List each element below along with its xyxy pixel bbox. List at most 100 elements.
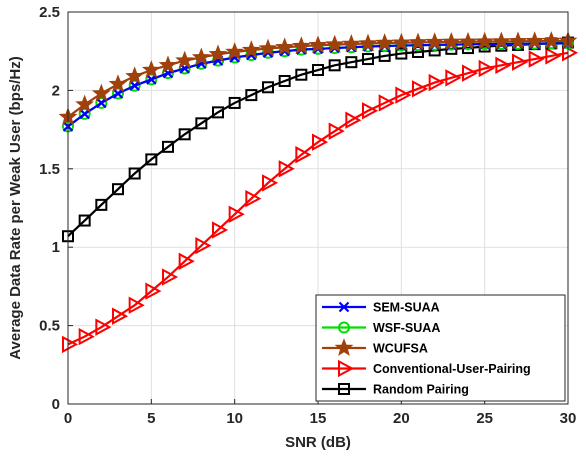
y-tick-label: 0 — [52, 396, 60, 413]
data-point — [95, 198, 108, 211]
x-tick-label: 5 — [147, 410, 155, 427]
data-point — [141, 60, 161, 79]
data-point — [545, 47, 562, 65]
data-point — [112, 183, 124, 196]
data-point — [358, 33, 378, 52]
data-point — [362, 53, 374, 66]
data-point — [78, 327, 95, 346]
data-point — [328, 122, 345, 140]
data-point — [78, 214, 91, 227]
data-point — [79, 108, 90, 120]
legend-item: WCUFSA — [322, 338, 428, 357]
data-point — [178, 252, 195, 270]
data-point — [145, 73, 158, 86]
legend-marker — [338, 383, 350, 395]
data-point — [475, 31, 495, 50]
y-tick-label: 2.5 — [39, 4, 60, 21]
data-point — [458, 31, 478, 50]
data-point — [75, 94, 95, 113]
data-point — [345, 56, 358, 69]
legend-label: SEM-SUAA — [373, 301, 440, 315]
data-point — [295, 68, 308, 81]
data-point — [395, 86, 412, 104]
data-point — [228, 96, 241, 109]
x-tick-label: 0 — [64, 410, 72, 427]
data-point — [212, 221, 229, 239]
data-point — [508, 31, 528, 50]
data-point — [195, 236, 212, 255]
x-tick-label: 30 — [560, 410, 577, 427]
data-point — [525, 31, 545, 50]
data-point — [145, 153, 158, 166]
data-point — [262, 81, 274, 94]
data-point — [145, 282, 162, 300]
data-point — [112, 87, 124, 100]
series-layer — [58, 30, 579, 354]
legend-marker — [338, 301, 350, 313]
legend-item: Conventional-User-Pairing — [322, 359, 531, 378]
x-axis-label: SNR (dB) — [285, 434, 351, 451]
legend-label: Conventional-User-Pairing — [373, 362, 531, 376]
legend-label: WSF-SUAA — [373, 321, 440, 335]
data-point — [91, 83, 111, 102]
data-point — [112, 307, 129, 325]
data-point — [441, 32, 461, 50]
axis-ticks: 0 5 10 15 20 25 30 0 0.5 1 1.5 2 2.5 — [39, 4, 576, 427]
data-point — [312, 64, 324, 77]
data-point — [128, 79, 141, 92]
data-point — [312, 133, 329, 151]
data-point — [191, 47, 211, 66]
data-point — [228, 205, 245, 223]
data-point — [212, 106, 224, 119]
data-point — [562, 44, 579, 62]
series-line — [67, 51, 569, 346]
data-point — [362, 102, 379, 120]
data-point — [528, 50, 545, 68]
series-conventional-user-pairing — [62, 44, 579, 354]
x-tick-label: 15 — [310, 410, 327, 427]
data-point — [178, 128, 191, 141]
data-point — [225, 42, 245, 61]
legend-marker — [338, 321, 350, 334]
data-point — [262, 174, 279, 192]
data-point — [375, 33, 395, 52]
data-point — [78, 107, 91, 120]
data-point — [195, 117, 208, 130]
data-point — [241, 40, 261, 59]
data-point — [245, 189, 262, 208]
data-point — [308, 35, 328, 54]
legend-item: WSF-SUAA — [322, 321, 440, 335]
data-point — [328, 59, 341, 72]
legend-item: Random Pairing — [322, 383, 469, 397]
data-point — [175, 50, 195, 69]
data-point — [95, 96, 108, 109]
data-point — [378, 94, 395, 112]
data-point — [391, 32, 411, 51]
data-point — [95, 318, 112, 336]
data-point — [512, 53, 529, 71]
legend-label: Random Pairing — [373, 383, 469, 397]
data-point — [412, 80, 429, 98]
data-point — [245, 89, 258, 102]
data-point — [541, 31, 561, 50]
data-point — [395, 47, 408, 60]
data-point — [128, 167, 141, 180]
data-point — [146, 74, 157, 85]
data-point — [425, 32, 445, 51]
data-point — [96, 97, 107, 109]
x-tick-label: 10 — [226, 410, 243, 427]
data-point — [275, 37, 295, 56]
legend-item: SEM-SUAA — [322, 301, 440, 315]
data-point — [125, 66, 145, 85]
legend-marker — [334, 338, 354, 357]
data-point — [445, 69, 462, 87]
data-point — [295, 146, 312, 164]
data-point — [108, 74, 128, 93]
data-point — [462, 64, 479, 82]
data-point — [258, 38, 278, 57]
data-point — [495, 56, 512, 74]
data-point — [478, 59, 495, 78]
data-point — [208, 44, 228, 63]
data-point — [325, 34, 345, 53]
